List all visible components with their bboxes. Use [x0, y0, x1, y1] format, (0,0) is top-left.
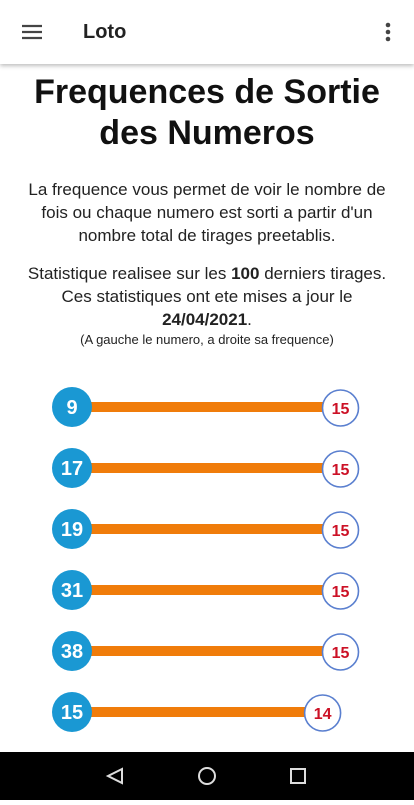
number-ball — [52, 692, 92, 732]
app-bar-icons — [22, 22, 391, 42]
frequency-ball — [321, 511, 360, 549]
nav-bar — [0, 752, 414, 800]
number-ball — [52, 387, 92, 427]
home-button[interactable] — [198, 767, 216, 785]
menu-button[interactable] — [22, 24, 42, 40]
frequency-label: 15 — [332, 462, 350, 479]
number-label: 31 — [61, 580, 83, 602]
update-date: 24/04/2021 — [162, 310, 248, 329]
frequency-bar — [72, 646, 341, 656]
number-label: 17 — [61, 458, 83, 480]
frequency-ball — [321, 450, 360, 488]
frequency-label: 15 — [332, 584, 350, 601]
frequency-bar — [72, 524, 341, 534]
back-button[interactable] — [105, 767, 123, 785]
nav-icons — [105, 767, 306, 785]
frequency-bar — [72, 585, 341, 595]
page-heading: Frequences de Sortie des Numeros — [34, 73, 380, 152]
frequency-label: 15 — [332, 401, 350, 418]
frequency-bar — [72, 463, 341, 473]
stats-text: Statistique realisee sur les 100 dernier… — [20, 262, 394, 349]
frequency-ball — [321, 572, 360, 610]
frequency-bar — [72, 402, 341, 412]
overflow-menu[interactable] — [385, 22, 391, 42]
number-label: 38 — [61, 641, 83, 663]
intro-text: La frequence vous permet de voir le nomb… — [28, 180, 386, 245]
frequency-bar — [72, 707, 323, 717]
number-label: 19 — [61, 519, 83, 541]
stats-suffix: derniers tirages. — [264, 264, 387, 283]
note: (A gauche le numero, a droite sa frequen… — [80, 332, 334, 347]
number-ball — [52, 448, 92, 488]
frequency-ball — [321, 389, 360, 427]
draw-count: 100 — [231, 264, 260, 283]
number-ball — [52, 631, 92, 671]
frequency-ball — [321, 633, 360, 671]
app-bar: Loto — [0, 0, 414, 64]
frequency-ball — [303, 694, 342, 732]
frequency-label: 15 — [332, 523, 350, 540]
number-ball — [52, 570, 92, 610]
number-label: 15 — [61, 702, 83, 724]
frequency-label: 14 — [314, 706, 332, 723]
update-suffix: . — [247, 310, 252, 329]
number-label: 9 — [66, 397, 77, 419]
update-prefix: Ces statistiques ont ete mises a jour le — [61, 287, 353, 306]
recents-button[interactable] — [290, 768, 306, 784]
number-ball — [52, 509, 92, 549]
app-title: Loto — [83, 21, 127, 43]
frequency-list: 9 15 17 15 19 15 31 15 38 15 15 14 — [52, 387, 360, 732]
stats-prefix: Statistique realisee sur les — [27, 264, 227, 283]
frequency-label: 15 — [332, 645, 350, 662]
